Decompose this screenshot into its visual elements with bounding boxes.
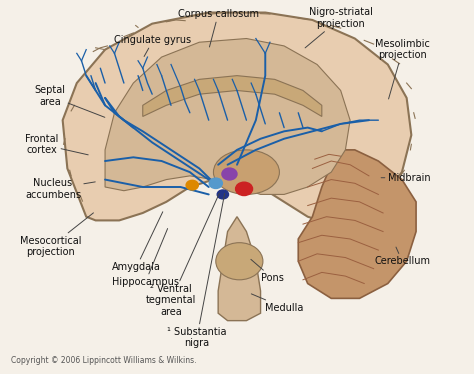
Polygon shape [143,76,322,116]
Polygon shape [218,217,261,321]
Text: Cerebellum: Cerebellum [374,247,430,266]
Text: Mesocortical
projection: Mesocortical projection [20,213,93,257]
Text: ¹ Substantia
nigra: ¹ Substantia nigra [167,193,227,348]
Circle shape [236,182,253,196]
Text: Hippocampus: Hippocampus [112,229,179,286]
Text: Mesolimbic
projection: Mesolimbic projection [375,39,430,99]
Polygon shape [105,39,350,194]
Text: Frontal
cortex: Frontal cortex [25,134,88,155]
Polygon shape [63,12,411,224]
Text: Medulla: Medulla [251,294,303,313]
Text: Corpus callosum: Corpus callosum [178,9,259,47]
Ellipse shape [213,150,279,194]
Text: Midbrain: Midbrain [381,173,430,183]
Circle shape [186,180,198,190]
Ellipse shape [216,243,263,280]
Circle shape [222,168,237,180]
Text: Nigro-striatal
projection: Nigro-striatal projection [305,7,373,48]
Text: Nucleus
accumbens: Nucleus accumbens [25,178,95,200]
Text: Pons: Pons [251,259,284,283]
Text: Copyright © 2006 Lippincott Williams & Wilkins.: Copyright © 2006 Lippincott Williams & W… [11,356,196,365]
Text: ² Ventral
tegmental
area: ² Ventral tegmental area [146,193,219,317]
Text: Septal
area: Septal area [35,85,105,117]
Circle shape [217,190,228,199]
Text: Cingulate gyrus: Cingulate gyrus [115,36,191,56]
Polygon shape [298,150,416,298]
Text: Amygdala: Amygdala [112,212,163,272]
Circle shape [209,178,222,188]
